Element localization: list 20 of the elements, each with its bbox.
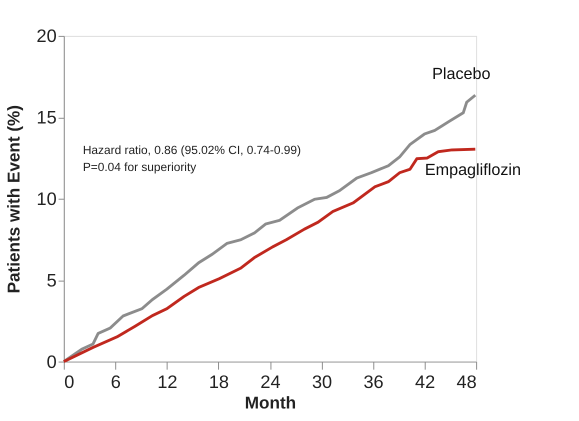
- x-tick-label: 36: [363, 372, 384, 392]
- y-axis-title: Patients with Event (%): [3, 105, 24, 294]
- x-tick-label: 0: [64, 372, 74, 392]
- y-tick-label: 15: [36, 108, 57, 128]
- annotation: P=0.04 for superiority: [82, 160, 196, 174]
- x-tick-label: 6: [110, 372, 121, 392]
- series-label: Empagliflozin: [424, 160, 522, 179]
- x-tick-label: 30: [312, 372, 332, 392]
- x-tick-label: 42: [415, 372, 436, 392]
- y-tick-label: 0: [46, 352, 57, 372]
- x-tick-label: 24: [260, 372, 281, 392]
- y-tick-label: 20: [36, 26, 57, 46]
- series-label: Placebo: [432, 64, 491, 83]
- x-tick-label: 18: [208, 372, 229, 392]
- y-tick-label: 5: [46, 270, 57, 290]
- annotation: Hazard ratio, 0.86 (95.02% CI, 0.74-0.99): [82, 142, 302, 157]
- y-tick-label: 10: [36, 188, 57, 209]
- x-axis-title: Month: [244, 392, 296, 413]
- x-tick-label: 12: [157, 372, 178, 392]
- x-tick-label: 48: [456, 372, 477, 392]
